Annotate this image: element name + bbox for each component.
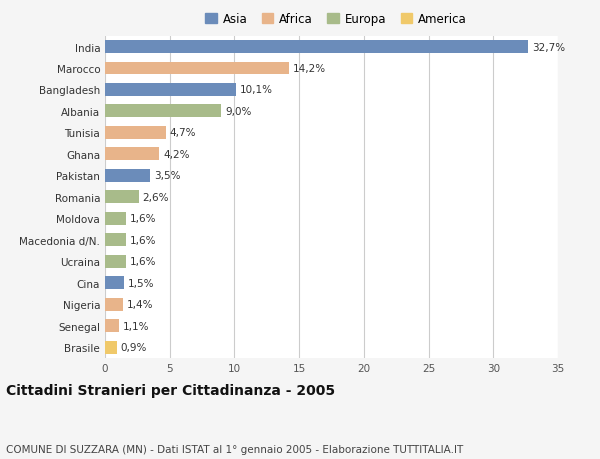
Bar	[105, 169, 151, 182]
Bar	[105, 319, 119, 332]
Text: 1,6%: 1,6%	[130, 257, 156, 267]
Bar	[105, 105, 221, 118]
Bar	[105, 298, 123, 311]
Text: COMUNE DI SUZZARA (MN) - Dati ISTAT al 1° gennaio 2005 - Elaborazione TUTTITALIA: COMUNE DI SUZZARA (MN) - Dati ISTAT al 1…	[6, 444, 463, 454]
Text: 32,7%: 32,7%	[532, 42, 565, 52]
Bar	[105, 62, 289, 75]
Text: 9,0%: 9,0%	[226, 106, 252, 117]
Bar	[105, 234, 126, 246]
Text: 14,2%: 14,2%	[293, 64, 326, 74]
Bar	[105, 148, 160, 161]
Bar	[105, 127, 166, 140]
Text: 0,9%: 0,9%	[121, 342, 147, 353]
Text: 1,6%: 1,6%	[130, 235, 156, 245]
Text: 4,2%: 4,2%	[163, 150, 190, 160]
Text: 1,4%: 1,4%	[127, 299, 154, 309]
Bar	[105, 341, 116, 354]
Bar	[105, 255, 126, 268]
Legend: Asia, Africa, Europa, America: Asia, Africa, Europa, America	[203, 11, 469, 28]
Text: 3,5%: 3,5%	[154, 171, 181, 181]
Text: 1,5%: 1,5%	[128, 278, 155, 288]
Bar	[105, 277, 124, 290]
Bar	[105, 213, 126, 225]
Text: Cittadini Stranieri per Cittadinanza - 2005: Cittadini Stranieri per Cittadinanza - 2…	[6, 383, 335, 397]
Text: 10,1%: 10,1%	[239, 85, 272, 95]
Bar	[105, 41, 528, 54]
Bar	[105, 84, 236, 97]
Text: 2,6%: 2,6%	[143, 192, 169, 202]
Text: 1,1%: 1,1%	[123, 321, 149, 331]
Text: 1,6%: 1,6%	[130, 214, 156, 224]
Bar	[105, 191, 139, 204]
Text: 4,7%: 4,7%	[170, 128, 196, 138]
